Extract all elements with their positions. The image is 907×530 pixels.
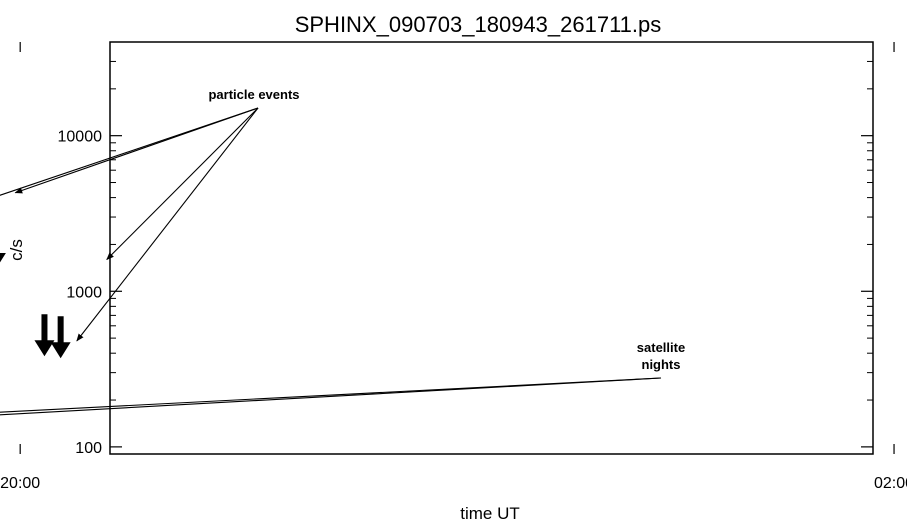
plot-frame <box>109 41 874 455</box>
x-axis-label: time UT <box>460 504 520 523</box>
bold-arrow-2 <box>0 252 6 263</box>
particle-event-arrow-0 <box>106 107 259 261</box>
satellite-nights-label-line2: nights <box>642 357 681 372</box>
bold-arrow-1 <box>34 314 55 357</box>
x-tick-label-0: 20:00 <box>0 475 40 492</box>
x-tick-label-3: 02:00 <box>874 475 907 492</box>
satellite-nights-label-line1: satellite <box>637 340 685 355</box>
satellite-night-arrow-0 <box>0 377 662 416</box>
bold-arrow-0 <box>50 316 71 359</box>
particle-events-label: particle events <box>208 87 299 102</box>
particle-event-arrow-3 <box>0 107 259 196</box>
y-tick-label-0: 100 <box>75 440 102 457</box>
satellite-night-arrow-1 <box>0 377 662 413</box>
particle-event-arrow-1 <box>76 107 259 342</box>
y-tick-label-1: 1000 <box>66 284 102 301</box>
y-tick-label-2: 10000 <box>58 129 103 146</box>
annotation-layer: A6.0B1.3B3.2B3.6B4.7particle eventssatel… <box>0 87 685 416</box>
y-axis-label: c/s <box>7 239 26 261</box>
chart-title: SPHINX_090703_180943_261711.ps <box>295 12 662 37</box>
